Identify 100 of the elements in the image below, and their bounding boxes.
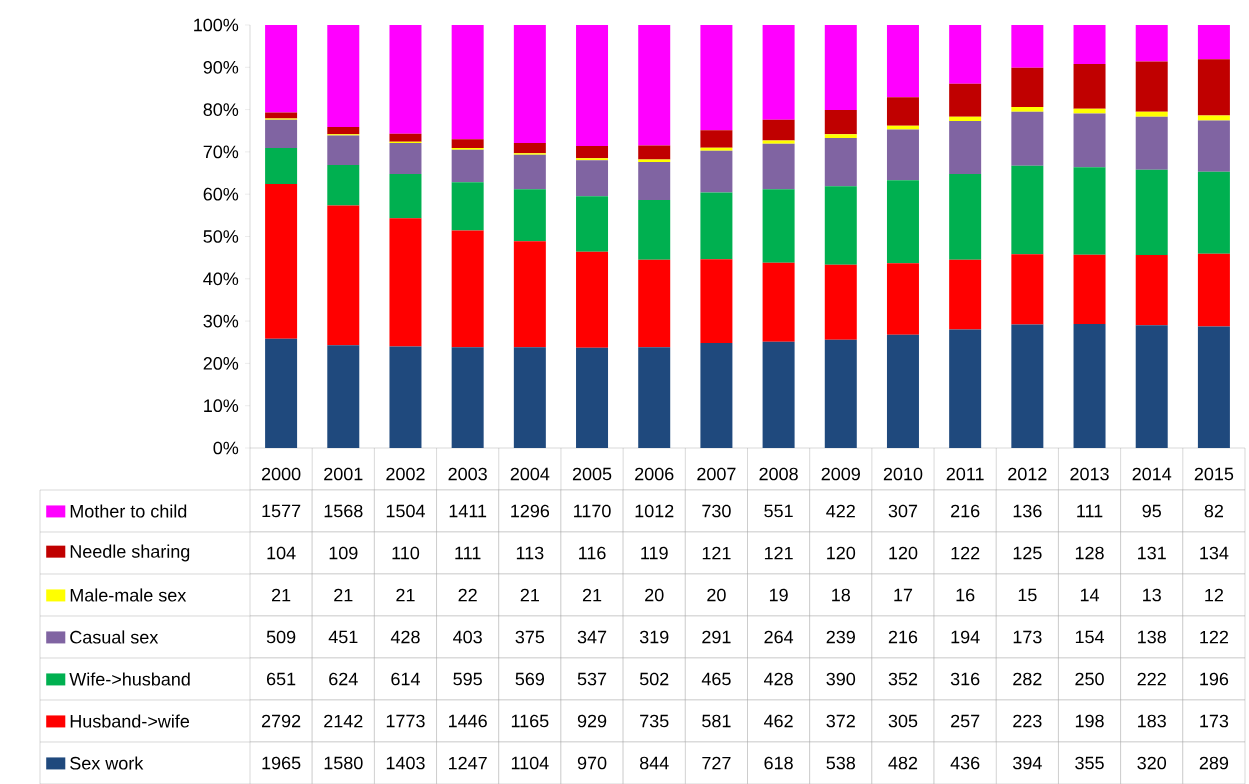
bar: [638, 161, 671, 201]
bar: [949, 24, 982, 84]
bar: [762, 341, 795, 448]
data-label: 21: [582, 588, 602, 602]
bar: [638, 347, 671, 448]
data-label: 428: [390, 630, 420, 644]
bar: [327, 135, 360, 165]
bar: [1197, 24, 1230, 60]
data-label: 109: [329, 546, 358, 560]
bar: [1073, 63, 1106, 109]
y-tick-label: 40%: [203, 272, 239, 286]
bar: [762, 189, 795, 263]
data-label: 257: [951, 714, 980, 728]
bar: [327, 126, 360, 135]
data-label: 194: [951, 630, 980, 644]
bar: [1073, 24, 1106, 64]
data-label: 21: [271, 588, 291, 602]
bar: [1011, 324, 1044, 448]
data-label: 614: [391, 672, 420, 686]
y-tick-label: 60%: [203, 187, 239, 201]
data-label: 307: [888, 504, 918, 518]
bar: [1135, 111, 1168, 117]
bar: [700, 150, 733, 193]
data-label: 735: [640, 714, 669, 728]
x-tick-label: 2002: [386, 467, 425, 481]
data-label: 121: [702, 546, 731, 560]
bar: [451, 149, 484, 183]
bar: [1135, 169, 1168, 256]
bar: [327, 345, 360, 448]
bar: [1011, 165, 1044, 255]
bar: [638, 24, 671, 146]
data-label: 196: [1200, 672, 1229, 686]
data-label: 1411: [449, 504, 487, 518]
data-label: 730: [702, 504, 731, 518]
x-tick-label: 2015: [1194, 467, 1234, 481]
bar: [389, 142, 422, 174]
y-tick-label: 100%: [194, 18, 239, 32]
bar: [638, 200, 671, 260]
data-label: 222: [1137, 672, 1166, 686]
bar: [513, 347, 546, 448]
data-label: 428: [763, 672, 793, 686]
bar: [949, 120, 982, 174]
data-label: 1403: [386, 756, 425, 770]
data-label: 122: [1200, 630, 1229, 644]
bar: [886, 263, 919, 335]
data-label: 390: [826, 672, 856, 686]
data-label: 154: [1075, 630, 1105, 644]
data-label: 282: [1013, 672, 1042, 686]
y-tick-label: 30%: [203, 314, 239, 328]
data-label: 1165: [511, 714, 549, 728]
data-label: 970: [577, 756, 607, 770]
data-label: 624: [329, 672, 358, 686]
data-label: 104: [267, 546, 296, 560]
data-label: 264: [764, 630, 794, 644]
bar: [886, 97, 919, 126]
x-tick-label: 2011: [946, 467, 984, 481]
bar: [886, 180, 919, 264]
bar: [886, 334, 919, 448]
data-label: 1012: [635, 504, 674, 518]
data-label: 462: [763, 714, 793, 728]
legend-label: Wife->husband: [69, 672, 190, 686]
bar: [1073, 254, 1106, 324]
bar: [638, 145, 671, 160]
bar: [265, 119, 298, 148]
bar: [824, 186, 857, 265]
data-label: 352: [888, 672, 918, 686]
bar: [700, 147, 733, 151]
data-label: 2792: [261, 714, 301, 728]
bar: [265, 338, 298, 448]
data-label: 1773: [386, 714, 425, 728]
bar: [700, 24, 733, 131]
bar: [389, 218, 422, 347]
data-label: 120: [827, 546, 856, 560]
bar: [389, 346, 422, 448]
data-label: 372: [826, 714, 855, 728]
data-label: 1247: [449, 756, 487, 770]
bar: [1197, 59, 1230, 116]
data-label: 19: [769, 588, 788, 602]
data-label: 595: [453, 672, 482, 686]
data-label: 110: [392, 546, 420, 560]
data-label: 291: [702, 630, 731, 644]
bar: [327, 164, 360, 206]
legend-label: Husband->wife: [70, 714, 190, 728]
bar: [265, 24, 298, 113]
bar: [824, 137, 857, 187]
bar: [1197, 326, 1230, 448]
bar: [949, 329, 982, 448]
bar: [824, 264, 857, 340]
data-label: 22: [458, 588, 477, 602]
data-label: 95: [1142, 504, 1161, 518]
data-label: 1104: [511, 756, 549, 770]
bar: [513, 24, 546, 143]
bar: [886, 24, 919, 98]
data-label: 20: [645, 588, 664, 602]
data-label: 136: [1013, 504, 1042, 518]
data-label: 1170: [574, 504, 611, 518]
bar: [576, 158, 609, 161]
x-tick-label: 2001: [324, 467, 363, 481]
data-label: 20: [707, 588, 726, 602]
legend-label: Mother to child: [70, 504, 187, 518]
